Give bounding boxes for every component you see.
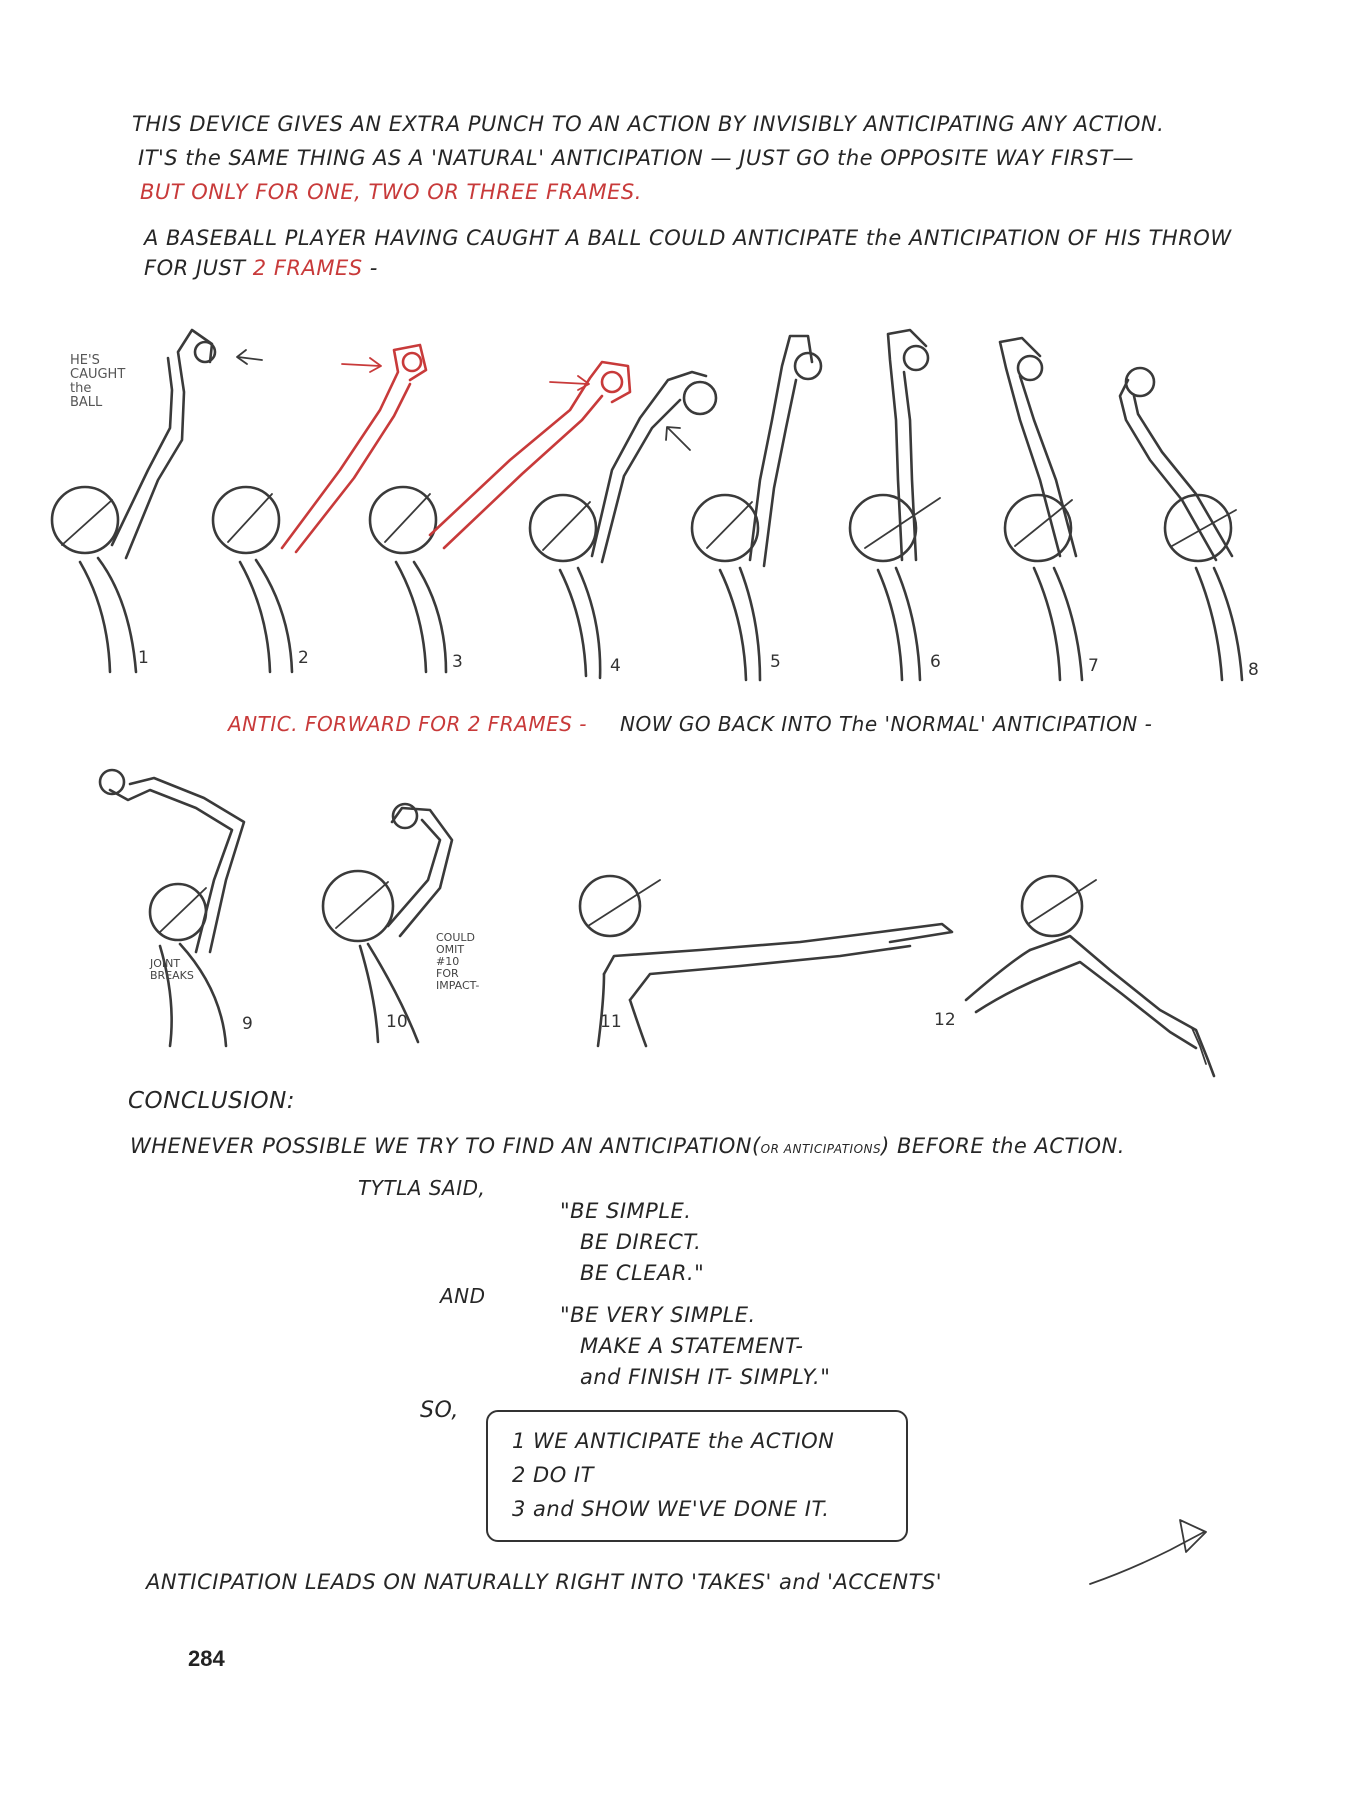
- frame-9-figure: [98, 768, 246, 1048]
- paren-open: (: [751, 1134, 761, 1158]
- caption-antic-forward: ANTIC. FORWARD FOR 2 FRAMES -: [228, 712, 588, 736]
- note-joint-breaks-line-2: BREAKS: [150, 969, 194, 982]
- frame-number-2: 2: [298, 648, 309, 668]
- note-joint-breaks-line-1: JOINT: [150, 957, 181, 970]
- quote-2-line-1: "BE VERY SIMPLE.: [560, 1303, 756, 1327]
- frame-number-6: 6: [930, 652, 941, 672]
- intro-line-4: A BASEBALL PLAYER HAVING CAUGHT A BALL C…: [144, 226, 1232, 250]
- steps-box: [486, 1410, 908, 1542]
- conclusion-line-1: WHENEVER POSSIBLE WE TRY TO FIND AN ANTI…: [130, 1134, 1125, 1158]
- frame-12-figure: [964, 874, 1216, 1078]
- quote-1: "BE SIMPLE. BE DIRECT. BE CLEAR.": [560, 1196, 704, 1289]
- and-label: AND: [440, 1284, 486, 1308]
- frame-number-1: 1: [138, 648, 149, 668]
- frame-number-4: 4: [610, 656, 621, 676]
- intro-line-5-prefix: FOR JUST: [144, 256, 246, 280]
- so-label: SO,: [420, 1398, 459, 1423]
- page-number: 284: [188, 1646, 225, 1671]
- note-could-omit-line-5: IMPACT-: [436, 979, 480, 992]
- frame-number-11: 11: [600, 1012, 622, 1032]
- frame-5-figure: [690, 334, 823, 682]
- conclusion-heading: CONCLUSION:: [128, 1088, 296, 1114]
- frame-11-figure: [578, 874, 954, 1048]
- note-could-omit-line-2: OMIT: [436, 943, 465, 956]
- quote-2: "BE VERY SIMPLE. MAKE A STATEMENT- and F…: [560, 1300, 830, 1393]
- note-could-omit: COULD OMIT #10 FOR IMPACT-: [436, 932, 479, 992]
- frame-10-figure: [321, 802, 454, 1044]
- arrow-to-next-page: [1089, 1519, 1207, 1585]
- intro-line-5: FOR JUST 2 FRAMES -: [144, 256, 378, 280]
- frame-2-figure: [211, 343, 428, 674]
- conclusion-line-1-a: WHENEVER POSSIBLE WE TRY TO FIND AN ANTI…: [130, 1134, 752, 1158]
- intro-line-2: IT'S the SAME THING AS A 'NATURAL' ANTIC…: [138, 146, 1135, 170]
- frame-1-figure: [50, 328, 263, 674]
- frame-number-10: 10: [386, 1012, 408, 1032]
- note-joint-breaks: JOINT BREAKS: [150, 958, 194, 982]
- frame-number-8: 8: [1248, 660, 1259, 680]
- conclusion-line-1-b: BEFORE the ACTION.: [897, 1134, 1125, 1158]
- intro-line-5-suffix: -: [369, 256, 378, 280]
- quote-1-line-2: BE DIRECT.: [580, 1230, 702, 1254]
- intro-line-3-red: BUT ONLY FOR ONE, TWO OR THREE FRAMES.: [140, 180, 642, 204]
- note-caught-ball-line-1: HE'S: [70, 353, 100, 368]
- step-2: 2 DO IT: [512, 1463, 594, 1487]
- frame-number-5: 5: [770, 652, 781, 672]
- frame-3-figure: [368, 360, 632, 674]
- steps-list: 1 WE ANTICIPATE the ACTION 2 DO IT 3 and…: [512, 1424, 834, 1526]
- frame-number-7: 7: [1088, 656, 1099, 676]
- frame-7-figure: [998, 336, 1084, 682]
- note-could-omit-line-4: FOR: [436, 967, 459, 980]
- frame-number-9: 9: [242, 1014, 253, 1034]
- step-3: 3 and SHOW WE'VE DONE IT.: [512, 1497, 830, 1521]
- conclusion-line-1-paren: OR ANTICIPATIONS: [760, 1142, 882, 1156]
- quote-1-line-3: BE CLEAR.": [580, 1261, 705, 1285]
- quote-2-line-2: MAKE A STATEMENT-: [580, 1334, 804, 1358]
- note-caught-ball-line-2: CAUGHT: [70, 367, 126, 382]
- frame-number-12: 12: [934, 1010, 956, 1030]
- final-line: ANTICIPATION LEADS ON NATURALLY RIGHT IN…: [146, 1570, 943, 1594]
- frame-6-figure: [848, 328, 941, 682]
- intro-line-1: THIS DEVICE GIVES AN EXTRA PUNCH TO AN A…: [132, 112, 1165, 136]
- frame-number-3: 3: [452, 652, 463, 672]
- paren-close: ): [881, 1134, 890, 1158]
- tytla-said: TYTLA SAID,: [358, 1176, 486, 1200]
- caption-normal-anticipation: NOW GO BACK INTO The 'NORMAL' ANTICIPATI…: [620, 712, 1153, 736]
- frame-4-figure: [528, 370, 718, 680]
- note-could-omit-line-3: #10: [436, 955, 460, 968]
- note-caught-ball: HE'S CAUGHT the BALL: [70, 354, 125, 410]
- note-caught-ball-line-4: BALL: [70, 395, 103, 410]
- intro-line-5-red: 2 FRAMES: [252, 256, 363, 280]
- quote-2-line-3: and FINISH IT- SIMPLY.": [580, 1365, 831, 1389]
- quote-1-line-1: "BE SIMPLE.: [560, 1199, 692, 1223]
- frame-8-figure: [1118, 366, 1244, 682]
- note-could-omit-line-1: COULD: [436, 931, 475, 944]
- note-caught-ball-line-3: the: [70, 381, 92, 396]
- step-1: 1 WE ANTICIPATE the ACTION: [512, 1429, 835, 1453]
